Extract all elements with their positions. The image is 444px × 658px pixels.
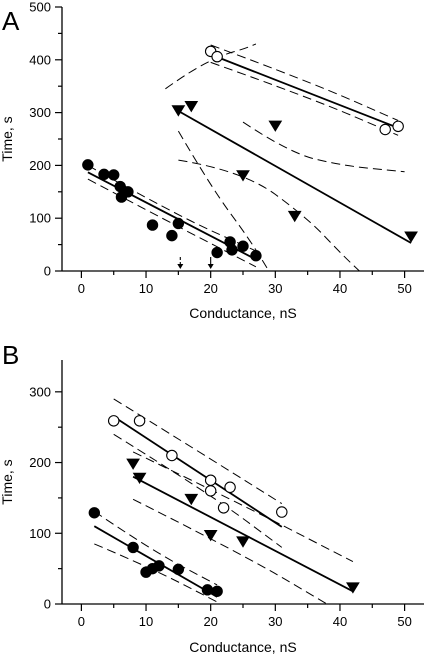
filled-circle-point: [122, 186, 134, 198]
filled-circle-point: [237, 240, 249, 252]
filled-circle-confidence-band: [94, 510, 218, 586]
filled-circle-point: [172, 563, 185, 576]
open-circle-point: [133, 415, 146, 427]
filled-circle-confidence-band: [87, 178, 257, 268]
filled-circle-point: [211, 585, 223, 597]
y-tick-label: 500: [29, 0, 51, 15]
triangle-point: [126, 458, 140, 470]
open-circle-point: [276, 506, 288, 518]
y-tick-label: 300: [29, 105, 51, 120]
arrow-head: [207, 264, 214, 269]
filled-triangle-down-confidence-band: [242, 121, 405, 173]
filled-triangle-down-confidence-band: [132, 451, 354, 563]
panel-a: A 0 100 200 300 400 500 0 10 20 30 40 50 Conductance,…: [0, 0, 424, 321]
filled-circle-point: [172, 217, 185, 230]
filled-circle-point: [153, 560, 165, 572]
triangle-point: [404, 231, 418, 243]
filled-circle-point: [250, 249, 262, 262]
y-tick-label: 0: [44, 597, 51, 612]
triangle-point: [236, 536, 250, 548]
x-tick-label: 20: [203, 281, 217, 296]
open-circle-point: [204, 474, 217, 486]
x-tick-label: 10: [139, 281, 153, 296]
filled-triangle-down-confidence-band: [165, 43, 257, 90]
filled-circle-point: [82, 159, 94, 171]
x-tick-label: 50: [397, 281, 411, 296]
open-circle-point: [204, 485, 217, 497]
x-tick-label: 40: [333, 281, 347, 296]
fit-lines: [87, 43, 412, 271]
x-tick-label: 50: [397, 614, 411, 629]
y-tick-label: 400: [29, 52, 51, 67]
open-circle-point: [379, 123, 391, 136]
filled-circle-point: [226, 244, 238, 256]
x-axis-title: Conductance, nS: [189, 305, 296, 321]
open-circle-confidence-band: [113, 398, 283, 505]
filled-circle-confidence-band: [87, 164, 257, 252]
y-axis-title: Time, s: [0, 116, 15, 161]
y-tick-label: 0: [44, 264, 51, 279]
filled-triangle-down-fit-line: [132, 475, 354, 593]
open-circle-fit-line: [210, 53, 399, 129]
x-tick-label: 0: [78, 281, 85, 296]
panel-label: B: [2, 340, 19, 370]
y-tick-label: 100: [29, 211, 51, 226]
y-tick-label: 100: [29, 526, 51, 541]
filled-circle-point: [98, 168, 110, 181]
open-circle-point: [211, 50, 223, 63]
open-circle-point: [224, 481, 236, 494]
x-tick-label: 30: [268, 614, 282, 629]
y-tick-label: 200: [29, 455, 51, 470]
triangle-point: [171, 105, 186, 117]
triangle-point: [203, 530, 218, 542]
filled-circle-point: [211, 246, 223, 259]
y-axis-title: Time, s: [0, 459, 15, 504]
filled-triangle-down-confidence-band: [178, 159, 360, 271]
filled-circle-point: [108, 169, 120, 181]
arrow-head: [177, 264, 184, 269]
filled-circle-point: [127, 541, 139, 554]
triangle-point: [184, 493, 199, 506]
triangle-point: [346, 582, 360, 594]
x-tick-label: 30: [268, 281, 282, 296]
open-circle-confidence-band: [210, 44, 399, 121]
open-circle-confidence-band: [113, 433, 283, 548]
x-axis-title: Conductance, nS: [189, 639, 296, 655]
filled-triangle-down-fit-line: [177, 110, 412, 244]
triangle-point: [184, 101, 199, 113]
open-circle-point: [217, 502, 230, 514]
open-circle-point: [166, 449, 178, 462]
open-circle-point: [107, 415, 120, 427]
triangle-point: [236, 170, 250, 182]
open-circle-point: [392, 120, 404, 133]
open-circle-fit-line: [113, 415, 283, 528]
x-tick-label: 10: [139, 614, 153, 629]
y-tick-label: 300: [29, 384, 51, 399]
filled-circle-point: [201, 584, 214, 596]
filled-triangle-down-confidence-band: [177, 130, 270, 271]
triangle-point: [287, 210, 302, 223]
open-circle-confidence-band: [210, 61, 399, 136]
fit-lines: [93, 398, 354, 604]
y-tick-label: 200: [29, 158, 51, 173]
x-tick-label: 40: [333, 614, 347, 629]
triangle-point: [132, 472, 147, 485]
triangle-point: [268, 120, 283, 132]
filled-circle-point: [166, 229, 178, 242]
filled-circle-point: [88, 507, 101, 519]
filled-triangle-down-confidence-band: [132, 498, 328, 604]
panel-label: A: [2, 6, 20, 36]
x-tick-label: 20: [203, 614, 217, 629]
filled-circle-point: [146, 219, 159, 231]
x-tick-label: 0: [78, 614, 85, 629]
panel-b: B 0 100 200 300 0 10 20 30 40 50 Conductance, nS Tim…: [0, 340, 424, 655]
